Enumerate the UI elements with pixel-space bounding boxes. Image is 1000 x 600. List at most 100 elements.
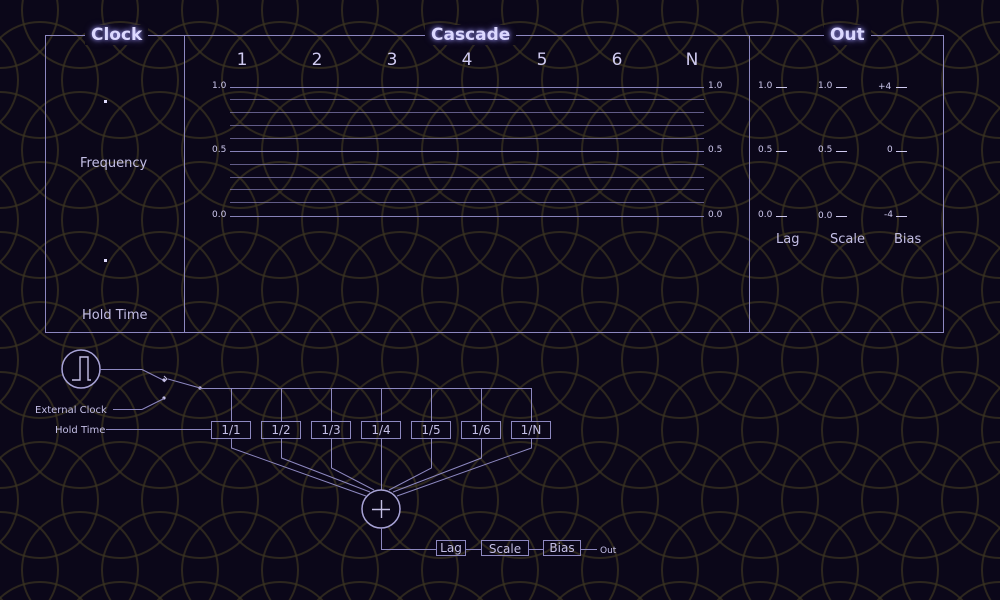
pattern-circle [981,526,1000,600]
lag-box [436,540,466,556]
divider-label-3: 1/3 [321,423,340,437]
pattern-circle [821,231,939,349]
pattern-circle [421,91,539,209]
pattern-circle [621,441,739,559]
pattern-circle [781,301,899,419]
pattern-circle [261,231,379,349]
pattern-circle [901,511,1000,600]
pattern-circle [141,161,259,279]
hold-time-label: Hold Time [82,308,148,323]
pattern-circle [0,91,59,209]
pattern-circle [821,91,939,209]
cascade-left-tick-bottom: 0.0 [212,210,227,220]
cascade-column-4: 4 [461,50,473,70]
pattern-circle [581,91,699,209]
pattern-circle [101,371,219,489]
cascade-right-tick-mid: 0.5 [708,145,723,155]
pattern-circle [501,91,619,209]
pattern-circle [181,91,299,209]
pattern-circle [981,246,1000,334]
pattern-circle [621,301,739,419]
cascade-left-tick-mid: 0.5 [212,145,227,155]
divider-label-n: 1/N [521,423,542,437]
lag-box-label: Lag [440,541,462,555]
pattern-circle [21,91,139,209]
pattern-circle [981,0,1000,54]
pattern-circle [0,161,99,279]
scale-box-label: Scale [489,542,521,556]
pattern-circle [941,301,1000,419]
pattern-circle [901,371,1000,489]
pattern-circle [741,511,859,600]
pattern-circle [781,21,899,139]
pattern-circle [21,231,139,349]
cascade-column-2: 2 [311,50,323,70]
divider-label-4: 1/4 [371,423,390,437]
clock-source-icon [61,349,101,389]
frequency-knob[interactable] [104,100,107,103]
divider-label-2: 1/2 [271,423,290,437]
bias-slider-label: Bias [894,232,922,247]
pattern-circle [341,371,459,489]
cascade-column-n: N [685,50,699,70]
pattern-circle [861,21,979,139]
pattern-circle [661,0,779,69]
pattern-circle [981,106,1000,194]
pattern-circle [941,441,1000,559]
pattern-circle [181,0,299,69]
pattern-circle [0,316,19,404]
pattern-circle [0,176,19,264]
pattern-circle [421,0,539,69]
pattern-circle [541,301,659,419]
pattern-circle [61,161,179,279]
cascade-column-1: 1 [236,50,248,70]
pattern-circle [396,581,484,600]
pattern-circle [0,581,84,600]
pattern-circle [701,21,819,139]
lag-slider-label: Lag [776,232,800,247]
bias-box-label: Bias [549,541,574,555]
cascade-left-tick-top: 1.0 [212,81,227,91]
pattern-circle [661,231,779,349]
pattern-circle [101,511,219,600]
hold-time-knob[interactable] [104,259,107,262]
pattern-circle [156,581,244,600]
pattern-circle [556,581,644,600]
pattern-circle [501,0,619,69]
scale-box [481,540,529,556]
scale-tick-mid: 0.5 [818,145,833,155]
divider-label-1: 1/1 [221,423,240,437]
pattern-circle [316,581,404,600]
bias-tick-bottom: -4 [884,210,893,220]
pattern-circle [181,511,299,600]
pattern-circle [301,301,419,419]
pattern-circle [0,371,59,489]
pattern-circle [421,371,539,489]
pattern-circle [581,511,699,600]
pattern-circle [76,581,164,600]
pattern-circle [141,301,259,419]
divider-label-6: 1/6 [471,423,490,437]
cascade-right-tick-top: 1.0 [708,81,723,91]
pattern-circle [421,231,539,349]
pattern-circle [741,231,859,349]
pattern-circle [61,441,179,559]
pattern-circle [461,301,579,419]
pattern-circle [861,441,979,559]
out-title: Out [824,25,871,45]
scale-tick-bottom: 0.0 [818,211,833,221]
pattern-circle [821,511,939,600]
pattern-circle [796,581,884,600]
pattern-circle [861,301,979,419]
pattern-circle [101,231,219,349]
pattern-circle [501,371,619,489]
pattern-circle [621,161,739,279]
pattern-circle [381,301,499,419]
bias-tick-mid: 0 [887,145,893,155]
pattern-circle [901,91,1000,209]
pattern-circle [941,21,1000,139]
pattern-circle [581,231,699,349]
